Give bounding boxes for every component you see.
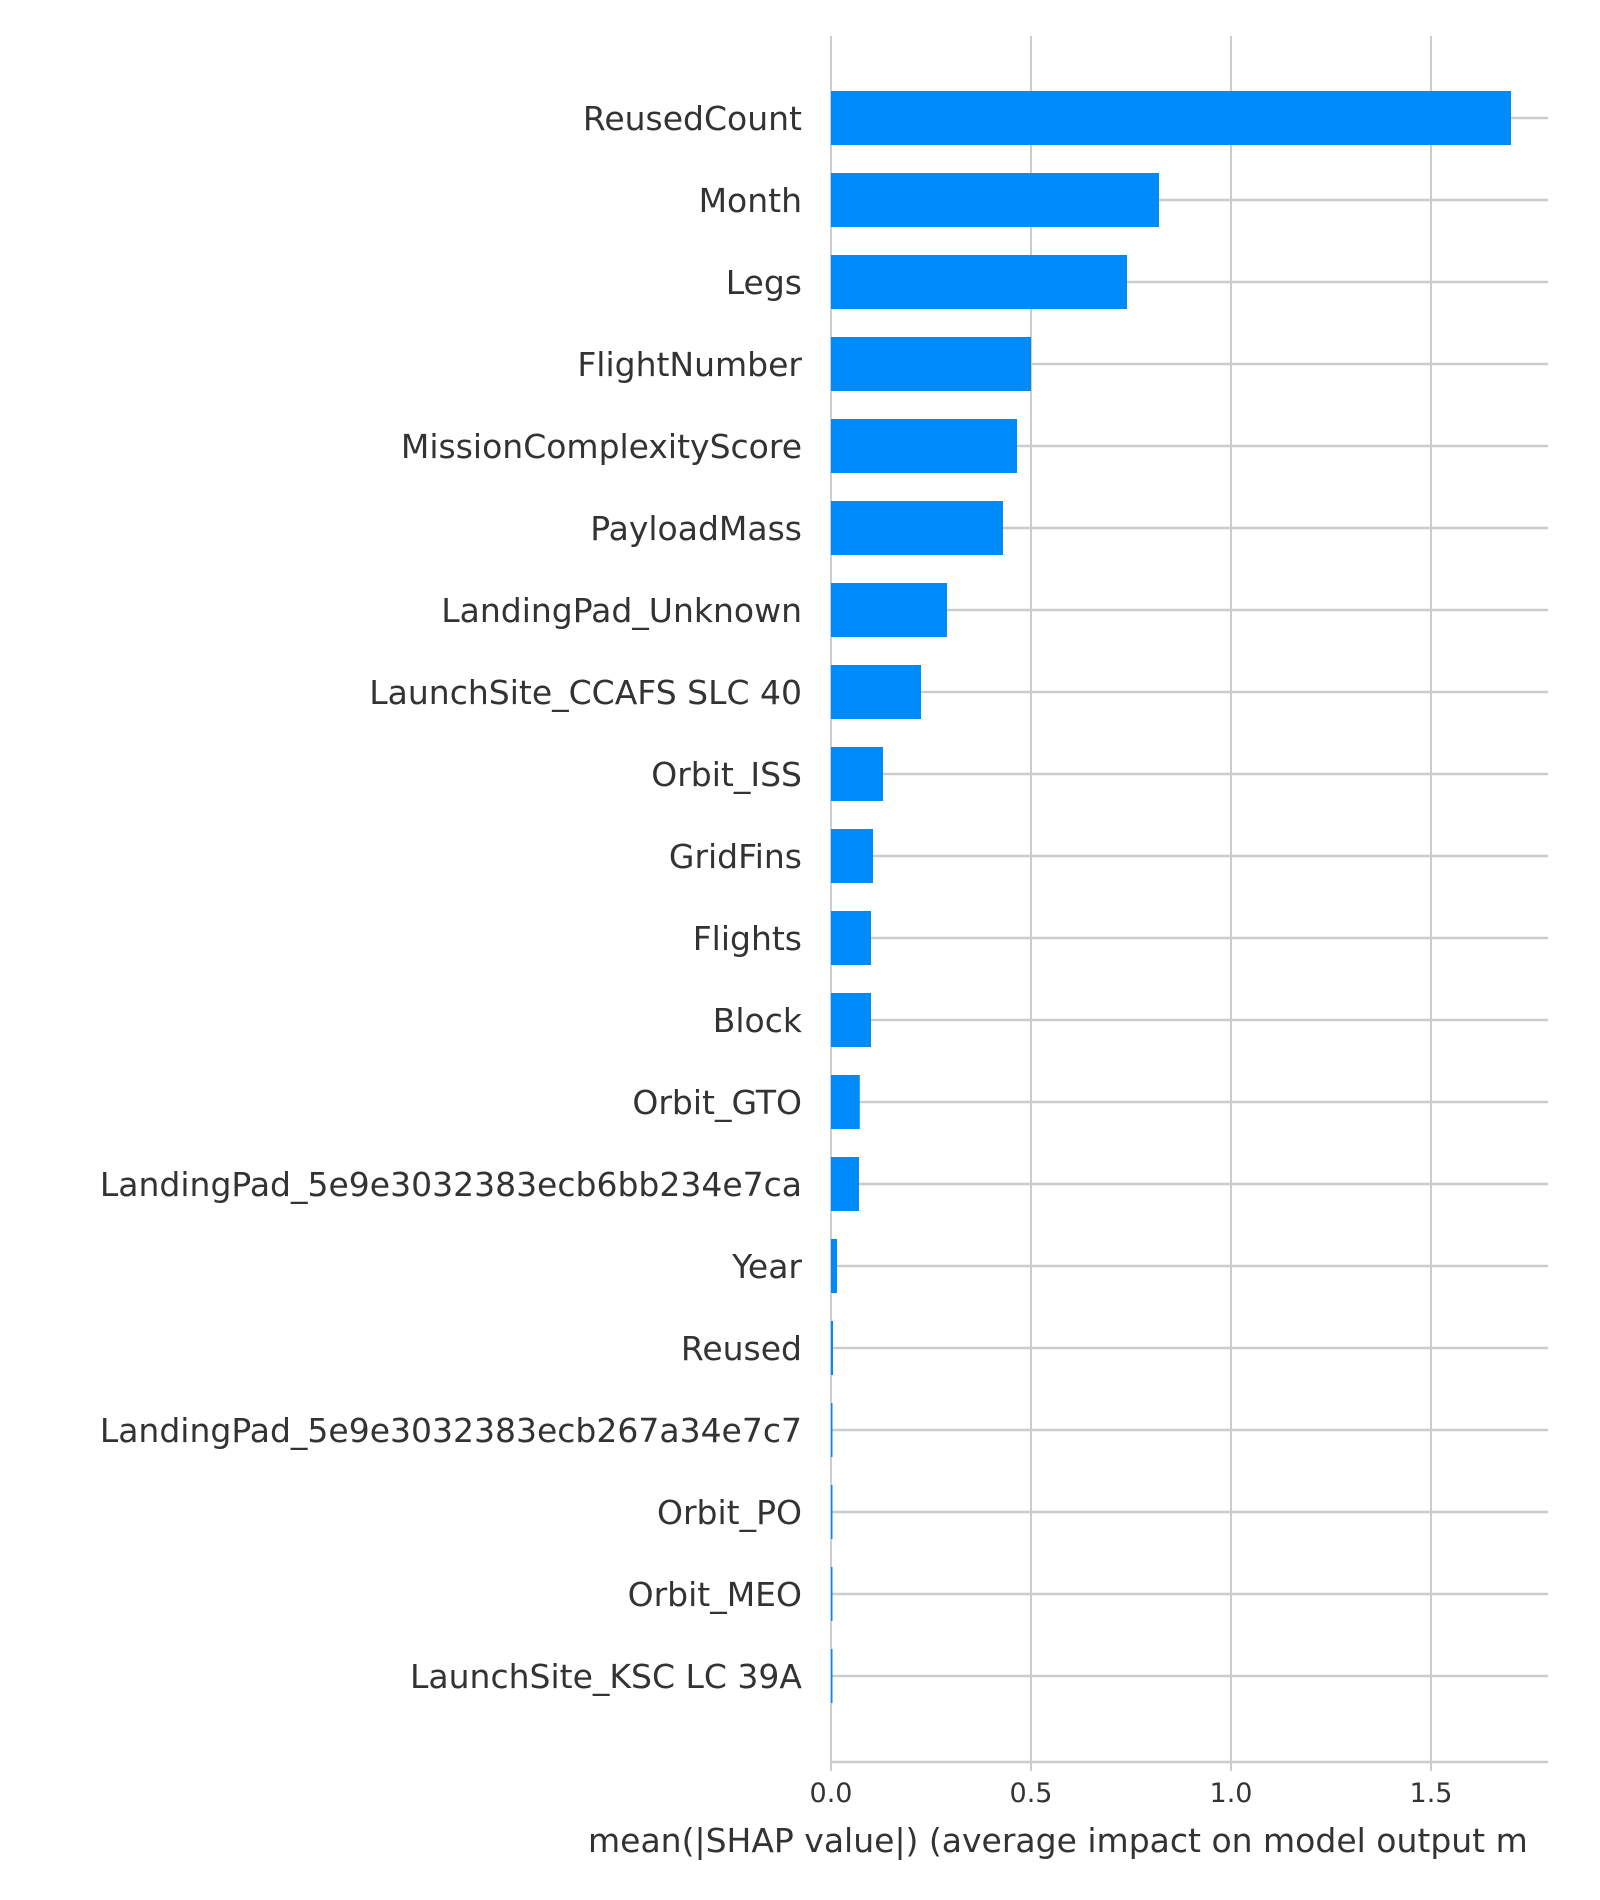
bar (831, 583, 947, 637)
bar (831, 911, 871, 965)
feature-label: Legs (726, 263, 802, 302)
bar (831, 337, 1031, 391)
feature-label: LandingPad_5e9e3032383ecb6bb234e7ca (100, 1165, 802, 1204)
feature-label: PayloadMass (590, 509, 802, 548)
bar (831, 1075, 860, 1129)
feature-label: Orbit_PO (657, 1493, 802, 1532)
x-tick-label: 1.5 (1410, 1778, 1453, 1809)
bar (831, 501, 1003, 555)
feature-label: Month (699, 181, 802, 220)
feature-labels: ReusedCount Month Legs FlightNumber MissionC… (100, 99, 803, 1696)
feature-label: Flights (693, 919, 802, 958)
feature-label: Block (713, 1001, 803, 1040)
bars (831, 91, 1511, 1703)
x-tick-label: 0.5 (1010, 1778, 1053, 1809)
feature-label: Reused (681, 1329, 802, 1368)
feature-label: Orbit_GTO (632, 1083, 802, 1122)
feature-label: LaunchSite_KSC LC 39A (410, 1657, 802, 1696)
feature-label: LaunchSite_CCAFS SLC 40 (369, 673, 802, 712)
bar (831, 419, 1017, 473)
feature-label: Orbit_ISS (651, 755, 802, 794)
bar (831, 91, 1511, 145)
bar (831, 1485, 833, 1539)
x-tick-label: 1.0 (1210, 1778, 1253, 1809)
bar (831, 173, 1159, 227)
bar (831, 1157, 859, 1211)
bar (831, 993, 871, 1047)
bar (831, 1567, 833, 1621)
bar (831, 665, 921, 719)
bar (831, 829, 873, 883)
feature-label: MissionComplexityScore (401, 427, 802, 466)
feature-label: FlightNumber (577, 345, 802, 384)
bar (831, 255, 1127, 309)
feature-label: LandingPad_Unknown (441, 591, 802, 630)
x-axis-title: mean(|SHAP value|) (average impact on mo… (588, 1821, 1528, 1860)
bar (831, 747, 883, 801)
bar (831, 1649, 833, 1703)
bar (831, 1403, 833, 1457)
bar (831, 1239, 837, 1293)
feature-label: ReusedCount (583, 99, 802, 138)
feature-label: Orbit_MEO (628, 1575, 802, 1614)
feature-label: LandingPad_5e9e3032383ecb267a34e7c7 (100, 1411, 802, 1450)
bar (831, 1321, 833, 1375)
feature-label: Year (731, 1247, 802, 1286)
x-tick-label: 0.0 (810, 1778, 853, 1809)
feature-label: GridFins (669, 837, 802, 876)
x-axis: 0.0 0.5 1.0 1.5 (810, 1760, 1548, 1809)
